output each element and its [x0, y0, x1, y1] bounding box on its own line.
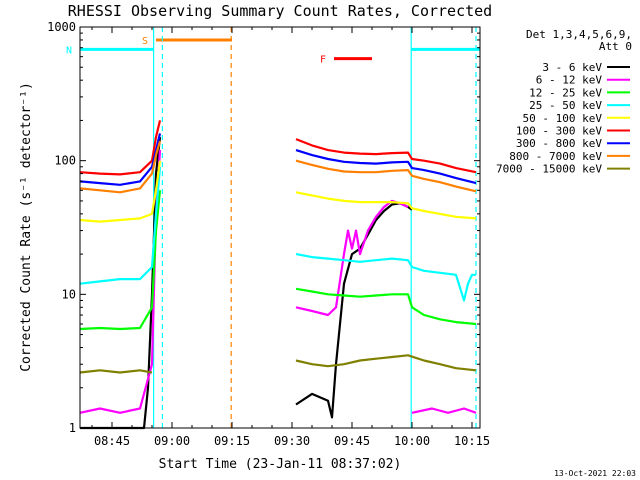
plot-frame	[79, 26, 481, 429]
footer-timestamp: 13-Oct-2021 22:03	[554, 469, 636, 478]
legend-label-4: 50 - 100 keV	[523, 112, 603, 125]
legend-label-1: 6 - 12 keV	[536, 74, 603, 87]
flag-label-n: N	[66, 45, 72, 56]
series-line-8-0	[79, 369, 153, 374]
legend-header-0: Det 1,3,4,5,6,9,	[526, 28, 632, 41]
series-line-6-1	[295, 149, 477, 185]
legend-label-5: 100 - 300 keV	[516, 125, 602, 138]
series-line-3-1	[295, 253, 476, 302]
series-layer	[79, 120, 477, 430]
y-tick-label-2: 100	[54, 154, 76, 168]
series-line-4-1	[295, 191, 477, 220]
series-line-4-0	[79, 160, 162, 223]
legend-label-7: 800 - 7000 keV	[509, 150, 602, 163]
y-tick-label-3: 1000	[47, 20, 76, 34]
x-tick-label-0: 08:45	[94, 434, 130, 448]
x-tick-label-4: 09:45	[334, 434, 370, 448]
flag-label-f: F	[320, 55, 326, 66]
series-line-5-1	[295, 138, 477, 174]
series-line-1-2	[411, 407, 477, 414]
legend-label-0: 3 - 6 keV	[542, 61, 602, 74]
x-tick-label-3: 09:30	[274, 434, 310, 448]
flag-label-s: S	[142, 36, 148, 47]
axes: 1 10 100 1000 08:45 09:00 09:15 09:30 09:45 10:00…	[47, 20, 490, 448]
series-line-6-0	[79, 133, 162, 186]
series-line-2-1	[295, 287, 477, 326]
x-axis-label: Start Time (23-Jan-11 08:37:02)	[159, 457, 402, 472]
series-line-7-0	[79, 140, 162, 194]
legend-label-6: 300 - 800 keV	[516, 137, 602, 150]
y-tick-label-0: 1	[69, 421, 76, 435]
y-axis-label: Corrected Count Rate (s⁻¹ detector⁻¹)	[19, 82, 34, 372]
legend-label-3: 25 - 50 keV	[529, 99, 602, 112]
series-line-5-0	[79, 120, 162, 176]
series-line-8-1	[295, 354, 477, 372]
x-tick-label-6: 10:15	[454, 434, 490, 448]
series-line-3-0	[79, 166, 162, 285]
series-line-2-0	[79, 190, 162, 331]
legend-label-8: 7000 - 15000 keV	[496, 163, 602, 176]
y-tick-label-1: 10	[62, 287, 76, 301]
x-tick-label-5: 10:00	[394, 434, 430, 448]
legend-label-2: 12 - 25 keV	[529, 86, 602, 99]
legend-header-1: Att 0	[599, 40, 632, 53]
flag-bars: S N F	[66, 36, 480, 66]
x-tick-label-1: 09:00	[154, 434, 190, 448]
chart-title: RHESSI Observing Summary Count Rates, Co…	[68, 2, 492, 20]
x-tick-label-2: 09:15	[214, 434, 250, 448]
series-line-7-1	[295, 159, 477, 193]
